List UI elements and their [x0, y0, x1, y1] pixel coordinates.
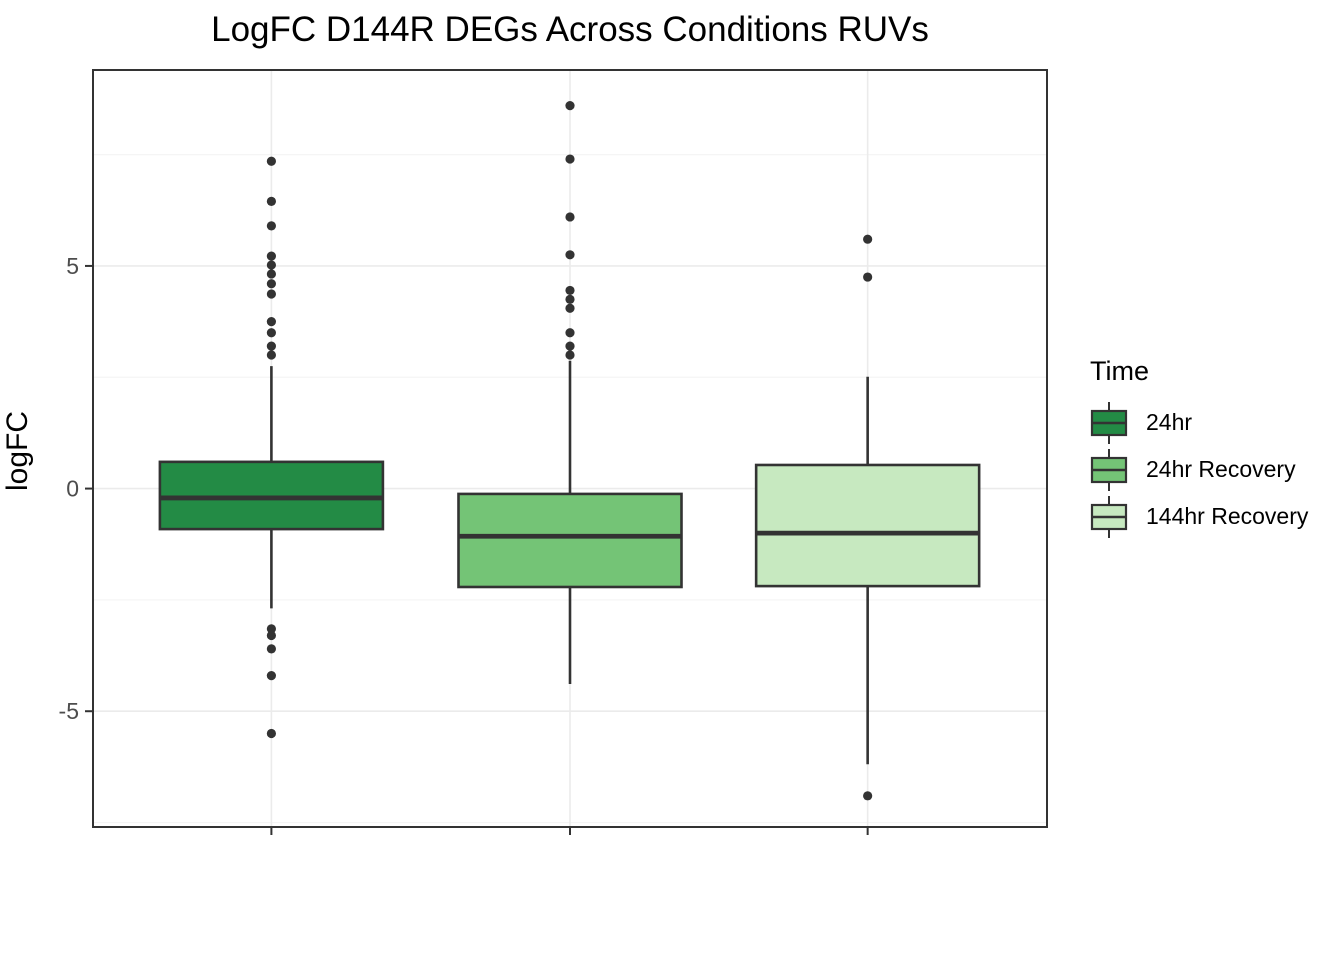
outlier-point — [266, 630, 276, 641]
outlier-point — [266, 279, 276, 289]
legend-item-label: 144hr Recovery — [1146, 503, 1309, 529]
legend-item: 144hr Recovery — [1088, 493, 1308, 540]
outlier-point — [565, 250, 575, 260]
legend-item: 24hr — [1088, 399, 1308, 446]
outlier-point — [565, 101, 575, 111]
outlier-point — [266, 671, 276, 681]
outlier-point — [565, 212, 575, 222]
outlier-point — [266, 350, 276, 360]
outlier-point — [266, 341, 276, 351]
outlier-point — [266, 289, 276, 299]
outlier-point — [266, 269, 276, 279]
outlier-point — [266, 316, 276, 327]
outlier-point — [863, 791, 873, 801]
legend: Time 24hr 24hr Recovery 144hr Recovery — [1088, 356, 1308, 540]
outlier-point — [266, 260, 276, 270]
boxplot-box — [158, 460, 385, 531]
y-tick-label: 0 — [66, 476, 79, 502]
boxplot-box — [754, 463, 981, 588]
legend-title: Time — [1090, 356, 1149, 386]
outlier-point — [565, 350, 575, 360]
outlier-point — [266, 728, 276, 739]
outlier-point — [863, 272, 873, 282]
outlier-point — [565, 154, 575, 164]
legend-key-boxplot-icon — [1090, 448, 1128, 491]
legend-items: 24hr 24hr Recovery 144hr Recovery — [1088, 399, 1308, 540]
outlier-point — [266, 196, 276, 206]
legend-item-label: 24hr Recovery — [1146, 456, 1296, 482]
outlier-point — [266, 644, 276, 654]
outlier-point — [863, 234, 873, 244]
boxplot-box — [457, 492, 683, 589]
outlier-point — [565, 303, 575, 313]
outlier-point — [565, 328, 575, 338]
outlier-point — [266, 156, 276, 166]
chart-title: LogFC D144R DEGs Across Conditions RUVs — [211, 10, 929, 49]
legend-key-boxplot-icon — [1090, 495, 1128, 538]
legend-key-boxplot-icon — [1090, 401, 1128, 444]
outlier-point — [565, 294, 575, 304]
legend-item: 24hr Recovery — [1088, 446, 1308, 493]
outlier-point — [266, 624, 276, 634]
outlier-point — [565, 341, 575, 351]
y-tick-label: -5 — [59, 698, 79, 724]
outlier-point — [266, 251, 276, 261]
legend-item-label: 24hr — [1146, 409, 1193, 435]
outlier-point — [565, 285, 575, 296]
outlier-point — [266, 328, 276, 338]
y-tick-label: 5 — [66, 253, 79, 279]
outlier-point — [266, 221, 276, 231]
